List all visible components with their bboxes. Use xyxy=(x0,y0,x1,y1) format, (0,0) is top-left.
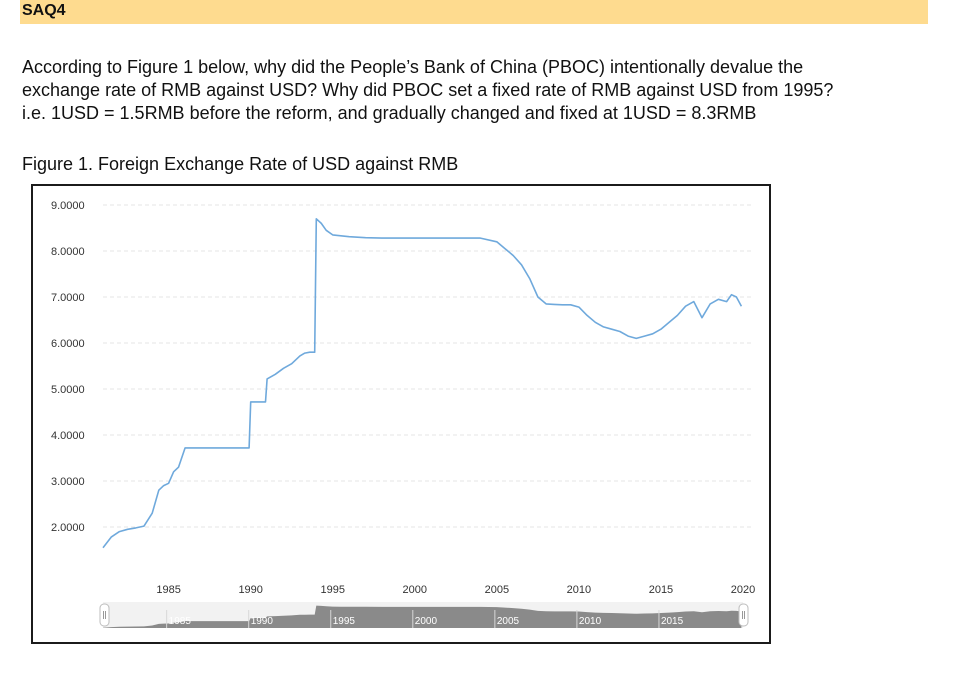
y-tick-label: 3.0000 xyxy=(51,476,85,488)
x-tick-label: 2015 xyxy=(649,584,673,596)
navigator-handle-right[interactable] xyxy=(738,603,749,627)
navigator-label: 1990 xyxy=(251,616,274,627)
y-tick-label: 4.0000 xyxy=(51,430,85,442)
x-tick-label: 2010 xyxy=(567,584,591,596)
question-line: i.e. 1USD = 1.5RMB before the reform, an… xyxy=(22,103,757,123)
navigator-handle-left[interactable] xyxy=(99,603,110,627)
x-tick-label: 2005 xyxy=(485,584,509,596)
question-text: According to Figure 1 below, why did the… xyxy=(22,56,932,125)
navigator-area xyxy=(103,605,742,628)
exchange-rate-line xyxy=(102,217,743,549)
figure-caption: Figure 1. Foreign Exchange Rate of USD a… xyxy=(22,154,459,174)
x-tick-label: 1990 xyxy=(238,584,262,596)
question-line: According to Figure 1 below, why did the… xyxy=(22,57,804,77)
navigator-label: 2005 xyxy=(497,616,520,627)
y-tick-label: 8.0000 xyxy=(51,246,85,258)
question-line: exchange rate of RMB against USD? Why di… xyxy=(22,80,834,100)
x-tick-label: 1995 xyxy=(321,584,345,596)
y-tick-label: 5.0000 xyxy=(51,384,85,396)
navigator-label: 2010 xyxy=(579,616,602,627)
navigator-label: 1985 xyxy=(169,616,192,627)
x-tick-label: 1985 xyxy=(156,584,180,596)
y-tick-label: 7.0000 xyxy=(51,292,85,304)
y-tick-label: 6.0000 xyxy=(51,338,85,350)
y-tick-label: 9.0000 xyxy=(51,200,85,212)
x-tick-label: 2020 xyxy=(731,584,755,596)
x-tick-label: 2000 xyxy=(403,584,427,596)
section-title: SAQ4 xyxy=(22,2,66,19)
section-header: SAQ4 xyxy=(20,0,928,24)
navigator-label: 2015 xyxy=(661,616,684,627)
navigator-label: 1995 xyxy=(333,616,356,627)
chart-svg: 9.0000 8.0000 7.0000 6.0000 5.0000 4.0000 3.00… xyxy=(51,200,755,628)
exchange-rate-chart: 9.0000 8.0000 7.0000 6.0000 5.0000 4.0000 3.00… xyxy=(31,184,771,644)
navigator-label: 2000 xyxy=(415,616,438,627)
y-tick-label: 2.0000 xyxy=(51,522,85,534)
